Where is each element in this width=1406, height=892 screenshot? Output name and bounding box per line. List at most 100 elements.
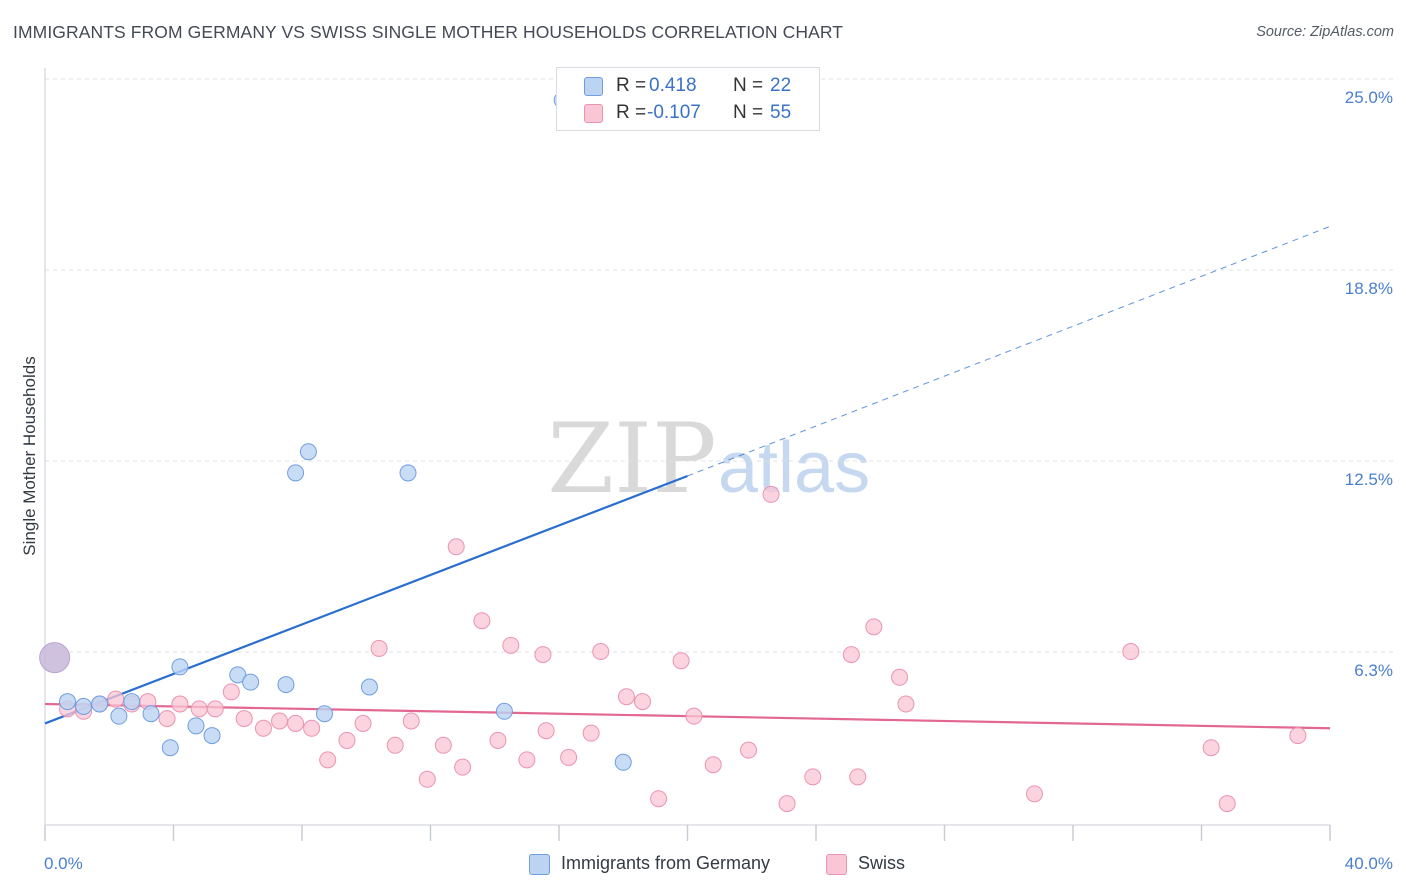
gridlines (45, 78, 1393, 653)
swiss-point (206, 700, 224, 718)
y-axis-title: Single Mother Households (20, 356, 39, 555)
tick-labels: 6.3% 12.5% 18.8% 25.0% 0.0% 40.0% (44, 88, 1393, 873)
swiss-point (418, 770, 436, 788)
germany-point (39, 642, 71, 674)
germany-point (277, 676, 295, 694)
germany-point (229, 666, 247, 684)
swiss-point (502, 636, 520, 654)
y-tick-label: 12.5% (1345, 470, 1393, 489)
swiss-point (434, 736, 452, 754)
swiss-point (778, 795, 796, 813)
swiss-point (447, 538, 465, 556)
swiss-point (287, 714, 305, 732)
swiss-point (650, 790, 668, 808)
swiss-point (171, 695, 189, 713)
germany-point (171, 658, 189, 676)
swiss-point (865, 618, 883, 636)
swiss-point (897, 695, 915, 713)
r-label: R = (616, 102, 647, 123)
axes (44, 68, 1331, 841)
swiss-point (1289, 727, 1307, 745)
swiss-point (891, 668, 909, 686)
germany-point (315, 705, 333, 723)
legend-label-germany: Immigrants from Germany (561, 853, 771, 873)
germany-point (161, 739, 179, 757)
x-tick-label: 40.0% (1345, 854, 1393, 873)
swiss-point (454, 758, 472, 776)
swiss-point (537, 722, 555, 740)
swiss-point (354, 714, 372, 732)
n-label: N = (733, 75, 764, 96)
watermark: ZIP atlas (547, 403, 870, 515)
swiss-point (271, 712, 289, 730)
r-value: 0.418 (649, 75, 697, 96)
swiss-point (617, 688, 635, 706)
n-value: 55 (770, 102, 792, 123)
swiss-point (319, 751, 337, 769)
legend-label-swiss: Swiss (858, 853, 906, 873)
swiss-point (402, 712, 420, 730)
swiss-point (158, 710, 176, 728)
series-legend: Immigrants from Germany Swiss (0, 852, 1406, 878)
swiss-point (489, 731, 507, 749)
legend-row-swiss: R = -0.107 N = 55 (557, 101, 819, 127)
n-label: N = (733, 102, 764, 123)
source-label: Source: ZipAtlas.com (1256, 24, 1394, 40)
germany-point (299, 443, 317, 461)
swiss-point (222, 683, 240, 701)
germany-point (187, 717, 205, 735)
germany-point (58, 693, 76, 711)
swiss-point (1202, 739, 1220, 757)
swiss-point (685, 707, 703, 725)
swiss-point (582, 724, 600, 742)
swiss-point (740, 741, 758, 759)
y-tick-label: 6.3% (1354, 661, 1393, 680)
n-value: 22 (770, 75, 792, 96)
swiss-point (190, 700, 208, 718)
swiss-point (1218, 795, 1236, 813)
blue-swatch-icon (584, 77, 603, 96)
germany-point (91, 695, 109, 713)
swiss-point (704, 756, 722, 774)
pink-swatch-icon (584, 104, 603, 123)
y-tick-label: 25.0% (1345, 88, 1393, 107)
r-label: R = (616, 75, 647, 96)
swiss-point (473, 612, 491, 630)
germany-point (75, 697, 93, 715)
chart-title: IMMIGRANTS FROM GERMANY VS SWISS SINGLE … (13, 22, 844, 42)
swiss-point (592, 643, 610, 661)
germany-point (360, 678, 378, 696)
y-tick-label: 18.8% (1345, 279, 1393, 298)
swiss-point (804, 768, 822, 786)
legend-row-germany: R = 0.418 N = 22 (557, 74, 819, 100)
germany-trend-extension (687, 225, 1331, 477)
x-tick-label: 0.0% (44, 854, 83, 873)
watermark-atlas: atlas (718, 428, 870, 508)
swiss-point (1122, 643, 1140, 661)
swiss-point (634, 693, 652, 711)
germany-trend-line (44, 474, 688, 725)
swiss-point (338, 731, 356, 749)
swiss-point (1025, 785, 1043, 803)
germany-point (614, 753, 632, 771)
swiss-point (534, 646, 552, 664)
swiss-point (303, 719, 321, 737)
correlation-legend: R = 0.418 N = 22 R = -0.107 N = 55 (556, 67, 820, 131)
swiss-point (235, 710, 253, 728)
germany-point (242, 673, 260, 691)
swiss-point (107, 690, 125, 708)
swiss-point (370, 639, 388, 657)
swiss-point (762, 485, 780, 503)
swiss-point (386, 736, 404, 754)
germany-point (495, 702, 513, 720)
pink-swatch-icon (826, 854, 847, 875)
swiss-point (254, 719, 272, 737)
germany-point (399, 464, 417, 482)
swiss-point (672, 652, 690, 670)
r-value: -0.107 (647, 102, 701, 123)
swiss-point (518, 751, 536, 769)
swiss-point (842, 646, 860, 664)
germany-point (142, 705, 160, 723)
germany-point (110, 707, 128, 725)
